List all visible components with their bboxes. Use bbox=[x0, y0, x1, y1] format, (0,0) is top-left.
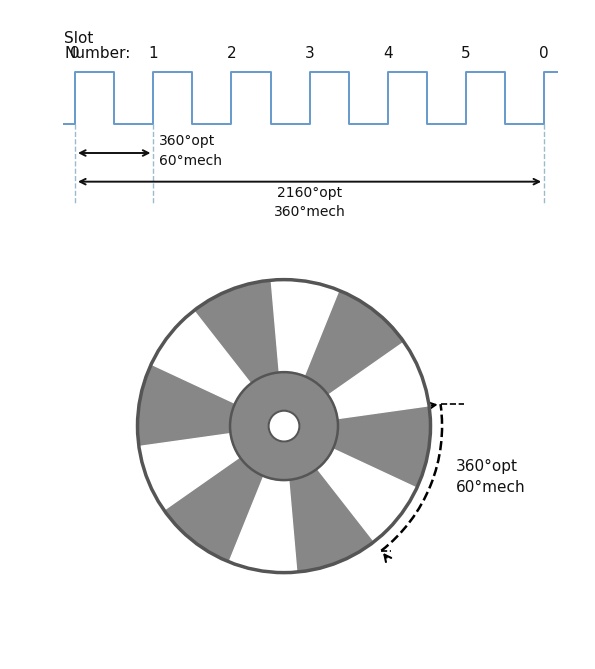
Wedge shape bbox=[152, 311, 250, 403]
Text: Slot: Slot bbox=[64, 31, 93, 46]
Text: 2160°opt
360°mech: 2160°opt 360°mech bbox=[274, 186, 346, 219]
Wedge shape bbox=[230, 476, 297, 572]
Text: 3: 3 bbox=[305, 45, 314, 61]
Circle shape bbox=[268, 411, 299, 442]
Wedge shape bbox=[328, 343, 428, 419]
Text: 5: 5 bbox=[461, 45, 471, 61]
Text: 0: 0 bbox=[539, 45, 549, 61]
Wedge shape bbox=[140, 434, 240, 510]
Wedge shape bbox=[271, 280, 339, 376]
Text: 360°opt
60°mech: 360°opt 60°mech bbox=[159, 134, 222, 168]
Text: 0: 0 bbox=[70, 45, 80, 61]
Text: Number:: Number: bbox=[64, 45, 130, 61]
Circle shape bbox=[230, 372, 338, 480]
Text: 2: 2 bbox=[227, 45, 236, 61]
Wedge shape bbox=[317, 449, 416, 541]
Text: 1: 1 bbox=[149, 45, 158, 61]
Text: 360°opt
60°mech: 360°opt 60°mech bbox=[456, 460, 525, 496]
Circle shape bbox=[137, 280, 431, 573]
Text: 4: 4 bbox=[383, 45, 393, 61]
